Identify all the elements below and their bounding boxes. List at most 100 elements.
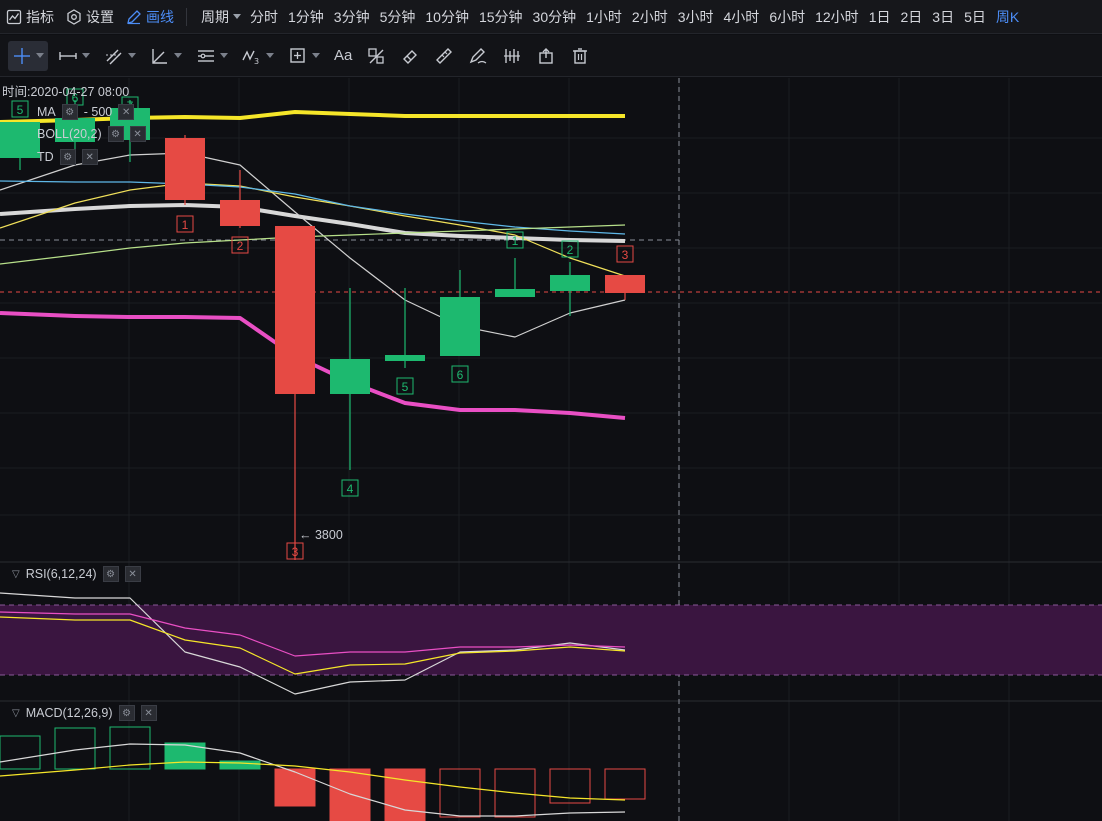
td-count: 2	[237, 239, 244, 253]
settings-button[interactable]: 设置	[60, 0, 120, 34]
rsi-band	[0, 605, 1102, 675]
period-dropdown[interactable]: 周期	[193, 7, 245, 27]
gear-icon[interactable]: ⚙	[61, 104, 78, 120]
ma-label: MA	[37, 105, 56, 119]
close-icon[interactable]: ✕	[124, 566, 141, 582]
delete-tool[interactable]	[566, 41, 594, 71]
period-option[interactable]: 2日	[900, 8, 923, 25]
draw-button[interactable]: 画线	[120, 0, 180, 34]
candle-body	[165, 138, 205, 200]
period-option[interactable]: 5分钟	[379, 8, 416, 25]
wave-tool[interactable]: 3	[238, 41, 278, 71]
crosshair-icon	[14, 47, 30, 64]
candle-body	[440, 297, 480, 356]
td-marker: 6	[451, 365, 469, 383]
period-option[interactable]: 3小时	[677, 8, 714, 25]
chevron-down-icon	[312, 53, 320, 58]
period-option[interactable]: 15分钟	[478, 8, 523, 25]
indicators-button[interactable]: 指标	[0, 0, 60, 34]
td-count: 4	[347, 482, 354, 496]
period-option[interactable]: 周K	[995, 8, 1020, 25]
chevron-down-icon	[82, 53, 90, 58]
macd-bar	[329, 768, 371, 821]
period-option[interactable]: 分时	[250, 8, 278, 25]
bar-pattern-icon	[504, 48, 521, 63]
macd-dif-line	[0, 743, 626, 817]
chevron-down-icon	[220, 53, 228, 58]
boll-lower-line	[0, 311, 626, 420]
gear-icon[interactable]: ⚙	[107, 126, 124, 142]
candle-body	[495, 289, 535, 297]
period-option[interactable]: 5日	[964, 8, 986, 25]
boll-legend: BOLL(20,2) ⚙ ✕	[37, 126, 146, 142]
parallel-lines-tool[interactable]	[100, 41, 140, 71]
pattern-tool[interactable]	[362, 41, 390, 71]
period-option[interactable]: 1日	[868, 8, 891, 25]
text-tool[interactable]: Aa	[330, 41, 356, 71]
period-option[interactable]: 1小时	[586, 8, 622, 25]
gear-icon	[67, 8, 81, 25]
td-label: TD	[37, 150, 54, 164]
period-option[interactable]: 10分钟	[425, 8, 469, 25]
gear-icon[interactable]: ⚙	[118, 705, 135, 721]
divider	[186, 7, 187, 26]
boll-label: BOLL(20,2)	[37, 127, 102, 141]
horizontal-ray-icon	[59, 51, 77, 60]
period-option[interactable]: 2小时	[631, 8, 668, 25]
rsi-line	[0, 592, 626, 695]
chevron-down-icon	[128, 53, 136, 58]
macd-bar	[54, 727, 96, 770]
period-label: 周期	[201, 8, 229, 25]
period-option[interactable]: 3分钟	[333, 8, 370, 25]
brush-tool[interactable]	[464, 41, 492, 71]
chevron-down-icon	[36, 53, 44, 58]
angle-tool[interactable]	[146, 41, 186, 71]
period-option[interactable]: 3日	[932, 8, 955, 25]
td-count: 6	[457, 368, 464, 382]
ruler-tool[interactable]	[430, 41, 458, 71]
macd-bar	[0, 735, 41, 770]
chart-area[interactable]: 567123456123	[0, 78, 1102, 821]
close-icon[interactable]: ✕	[118, 104, 135, 120]
trash-icon	[573, 47, 588, 64]
measure-tool[interactable]	[284, 41, 324, 71]
eraser-icon	[403, 49, 418, 64]
chevron-down-icon[interactable]: ▽	[12, 707, 20, 719]
close-icon[interactable]: ✕	[140, 705, 157, 721]
ma-line	[0, 224, 626, 265]
text-tool-label: Aa	[334, 47, 353, 64]
settings-label: 设置	[86, 8, 114, 25]
macd-bar	[109, 726, 151, 770]
pencil-icon	[127, 9, 141, 24]
bar-pattern-tool[interactable]	[498, 41, 526, 71]
candle-body	[275, 226, 315, 394]
period-option[interactable]: 30分钟	[532, 8, 577, 25]
chevron-down-icon[interactable]: ▽	[12, 568, 20, 580]
period-option[interactable]: 6小时	[769, 8, 806, 25]
parallel-lines-icon	[106, 49, 122, 64]
eraser-tool[interactable]	[396, 41, 424, 71]
td-marker: 1	[506, 231, 524, 249]
period-option[interactable]: 1分钟	[288, 8, 324, 25]
crosshair-tool[interactable]	[8, 40, 48, 71]
ma-line	[0, 152, 626, 338]
candlestick-chart[interactable]: 567123456123	[0, 78, 1102, 821]
period-list: 分时 1分钟 3分钟 5分钟 10分钟 15分钟 30分钟 1小时 2小时 3小时 4小时 6小时 12…	[245, 7, 1024, 27]
gear-icon[interactable]: ⚙	[102, 566, 119, 582]
ma-line	[0, 182, 626, 277]
fib-tool[interactable]	[192, 41, 232, 71]
rsi-label: RSI(6,12,24)	[25, 567, 97, 581]
candle-body	[55, 118, 95, 142]
close-icon[interactable]: ✕	[129, 126, 146, 142]
rsi-line	[0, 611, 626, 657]
close-icon[interactable]: ✕	[81, 149, 98, 165]
period-option[interactable]: 4小时	[723, 8, 760, 25]
macd-dea-line	[0, 761, 626, 801]
td-legend: TD ⚙ ✕	[37, 149, 98, 165]
period-option[interactable]: 12小时	[815, 8, 859, 25]
td-marker: 3	[286, 542, 304, 560]
horizontal-ray-tool[interactable]	[54, 41, 94, 71]
gear-icon[interactable]: ⚙	[59, 149, 76, 165]
td-count: 6	[72, 91, 79, 105]
export-tool[interactable]	[532, 41, 560, 71]
